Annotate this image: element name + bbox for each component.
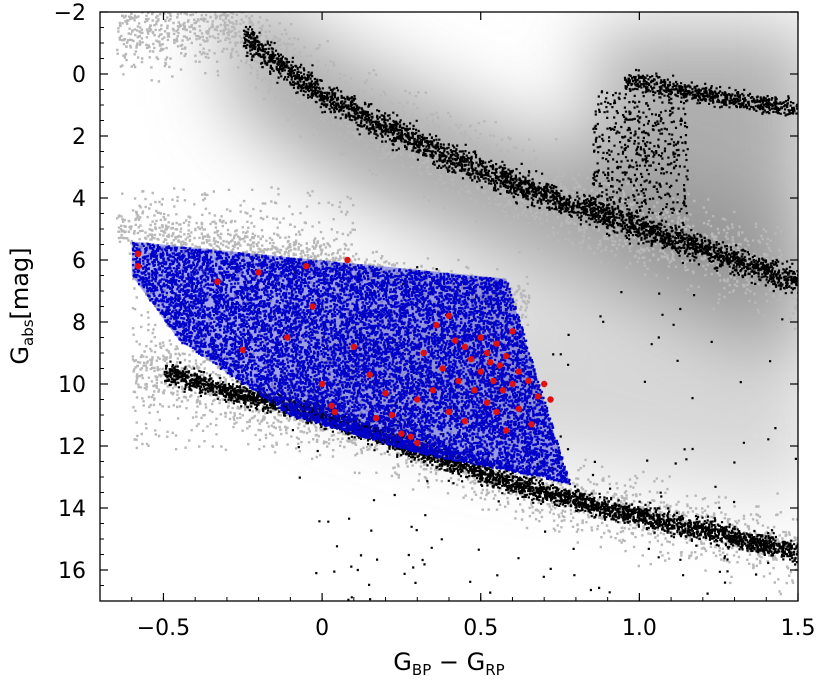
highlighted-star	[490, 377, 497, 385]
highlighted-star	[455, 377, 462, 385]
y-tick-label: 10	[58, 373, 86, 398]
highlighted-star	[509, 328, 516, 335]
x-tick-label: 1.0	[622, 616, 657, 641]
scatter-points	[242, 25, 798, 295]
highlighted-stars	[134, 250, 554, 447]
highlighted-star	[429, 387, 437, 394]
highlighted-star	[483, 399, 491, 406]
highlighted-star	[534, 393, 541, 400]
highlighted-star	[445, 408, 453, 416]
x-axis-title: GBP − GRP	[393, 648, 504, 679]
highlighted-star	[414, 439, 421, 447]
highlighted-star	[471, 387, 478, 394]
highlighted-star	[134, 250, 142, 257]
highlighted-star	[420, 349, 427, 357]
density-red-clump	[591, 27, 798, 332]
highlighted-star	[541, 380, 548, 388]
highlighted-star	[372, 414, 380, 422]
x-tick-label: 0.5	[463, 616, 498, 641]
highlighted-star	[515, 405, 522, 412]
x-tick-label: 1.5	[781, 616, 816, 641]
highlighted-star	[477, 368, 484, 375]
y-tick-label: 6	[72, 249, 86, 274]
highlighted-star	[547, 396, 554, 403]
highlighted-star	[350, 343, 357, 350]
plot-area	[116, 12, 798, 601]
highlighted-star	[502, 352, 510, 360]
scatter-points	[132, 242, 571, 483]
y-axis-title: Gabs[mag]	[6, 247, 37, 364]
y-tick-label: 2	[72, 125, 86, 150]
highlighted-star	[239, 346, 246, 354]
y-tick-label: 0	[72, 63, 86, 88]
highlighted-star	[515, 368, 522, 375]
x-tick-label: 0	[315, 616, 329, 641]
highlighted-star	[525, 377, 532, 385]
highlighted-star	[528, 421, 535, 428]
highlighted-star	[468, 356, 475, 363]
scatter-points	[131, 242, 571, 486]
highlighted-star	[496, 362, 503, 369]
highlighted-star	[255, 269, 262, 276]
highlighted-star	[398, 430, 405, 437]
highlighted-star	[493, 408, 500, 416]
highlighted-star	[414, 396, 421, 403]
highlighted-star	[433, 321, 440, 329]
highlighted-star	[382, 390, 389, 397]
highlighted-star	[284, 334, 291, 341]
x-tick-label: −0.5	[137, 616, 190, 641]
highlighted-star	[309, 303, 316, 310]
scatter-points	[623, 68, 798, 119]
highlighted-star	[445, 312, 453, 319]
highlighted-star	[331, 408, 338, 416]
highlighted-star	[509, 380, 516, 388]
highlighted-star	[318, 380, 326, 388]
y-tick-label: −2	[54, 1, 86, 26]
scatter-points	[116, 12, 798, 330]
highlighted-star	[134, 263, 142, 270]
highlighted-star	[493, 340, 500, 347]
highlighted-star	[407, 433, 415, 440]
y-tick-label: 12	[58, 435, 86, 460]
selection-region	[131, 241, 571, 486]
highlighted-star	[461, 418, 469, 425]
highlighted-star	[483, 349, 491, 357]
highlighted-star	[461, 343, 469, 350]
scatter-points	[591, 89, 689, 216]
axes: −0.5 0 0.5 1.0 1.5 −2 0 2 4 6 8 10 12 14 16	[54, 1, 816, 641]
highlighted-star	[388, 411, 396, 419]
highlighted-star	[214, 278, 221, 285]
highlighted-star	[477, 334, 484, 341]
highlighted-star	[452, 337, 459, 344]
highlighted-star	[344, 256, 351, 264]
highlighted-star	[366, 371, 373, 378]
y-tick-label: 4	[72, 187, 86, 212]
y-tick-label: 8	[72, 311, 86, 336]
highlighted-star	[487, 359, 494, 366]
y-tick-label: 16	[58, 559, 86, 584]
highlighted-star	[303, 263, 310, 270]
highlighted-star	[328, 402, 335, 409]
y-tick-label: 14	[58, 497, 86, 522]
highlighted-star	[499, 387, 507, 394]
highlighted-star	[502, 427, 510, 434]
highlighted-star	[439, 365, 446, 372]
